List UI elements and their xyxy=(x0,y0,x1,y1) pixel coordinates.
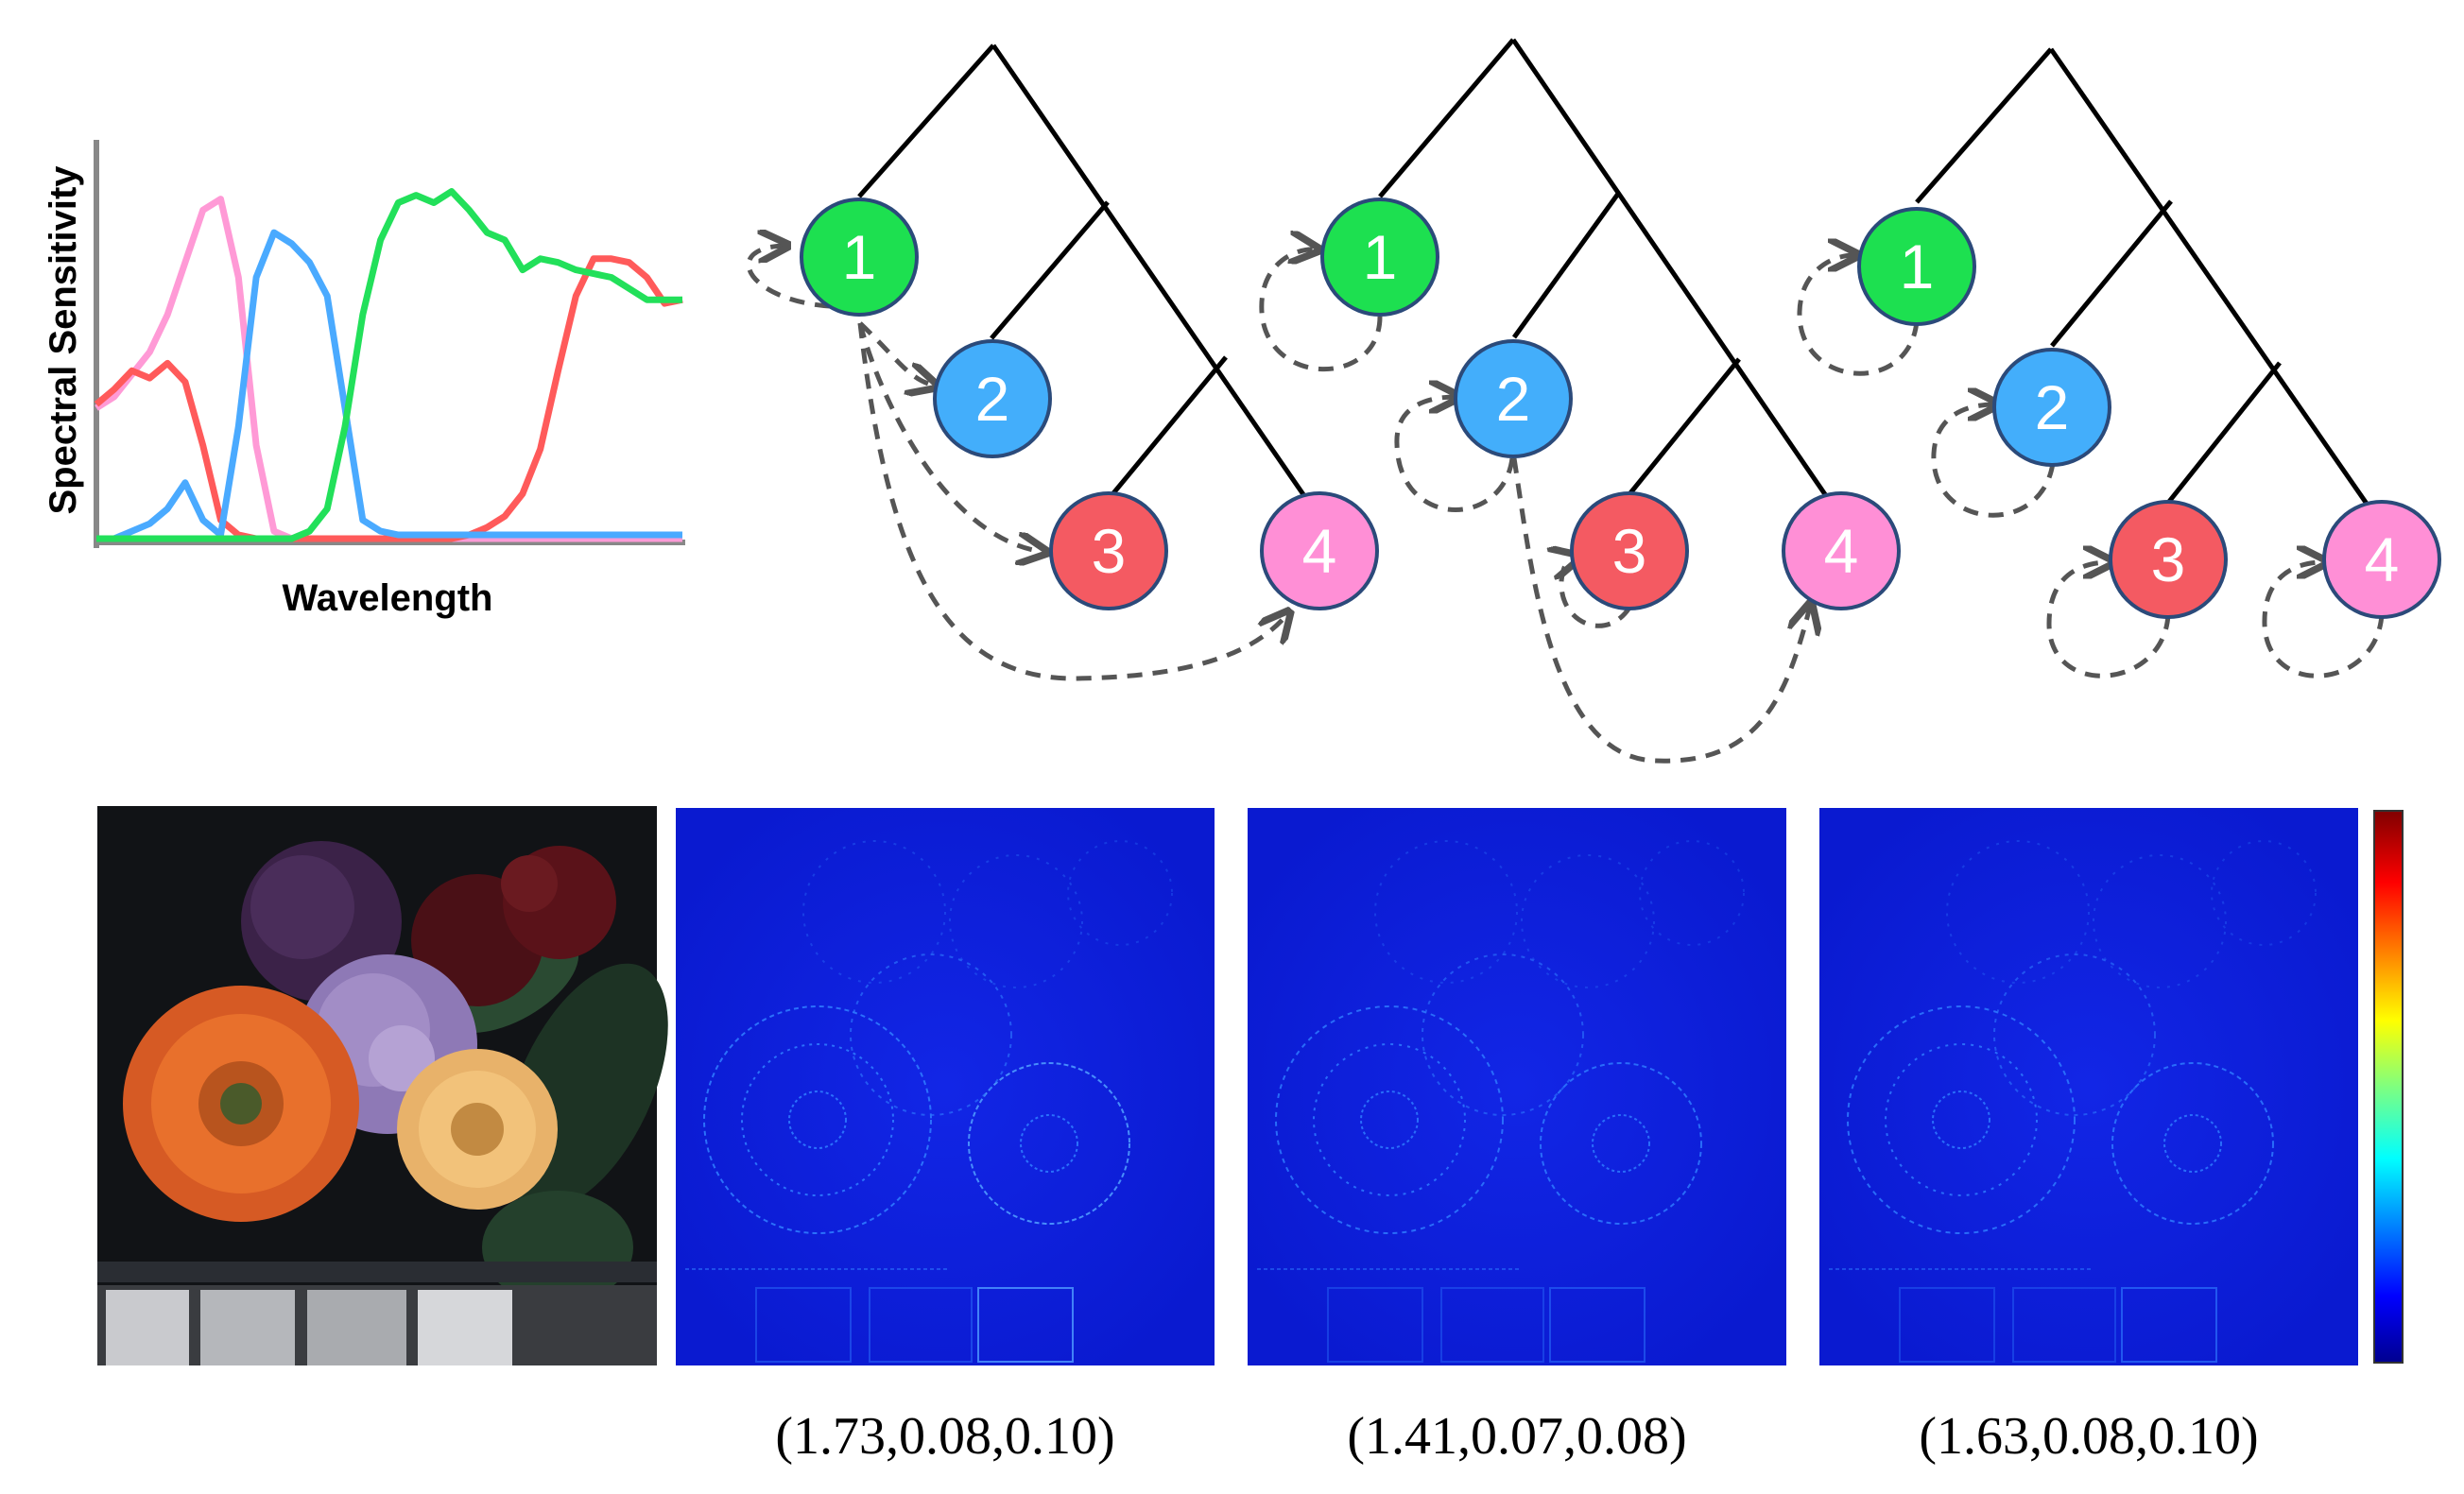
tree-arrows xyxy=(1259,249,1810,764)
error-map-3-caption: (1.63,0.08,0.10) xyxy=(1919,1407,2258,1466)
node-label: 3 xyxy=(1092,516,1127,586)
error-map-3 xyxy=(1819,808,2358,1365)
tree-arrows xyxy=(746,246,1287,681)
sensitivity-curve-2 xyxy=(94,255,683,542)
sensitivity-chart: Wavelength Spectral Sensitivity xyxy=(43,140,685,619)
tree-node-1: 1 xyxy=(800,197,919,317)
node-label: 3 xyxy=(1612,516,1647,586)
node-label: 2 xyxy=(975,364,1010,434)
tree-node-4: 4 xyxy=(1260,491,1379,610)
error-map-1-caption: (1.73,0.08,0.10) xyxy=(775,1407,1114,1466)
tree-node-3: 3 xyxy=(1049,491,1168,610)
tree-1: 1 2 3 4 xyxy=(746,43,1379,681)
node-label: 1 xyxy=(842,222,877,292)
tree-edges xyxy=(1378,38,1844,520)
tree-2: 1 2 3 4 xyxy=(1259,38,1901,764)
orange-gerbera xyxy=(123,986,359,1222)
tree-arrows xyxy=(1797,255,2385,678)
node-label: 1 xyxy=(1900,232,1935,301)
tree-node-3: 3 xyxy=(1570,491,1689,610)
colorbar xyxy=(2373,810,2404,1364)
tree-node-1: 1 xyxy=(1857,207,1976,326)
tree-node-2: 2 xyxy=(933,339,1052,458)
sensitivity-curve-3 xyxy=(96,229,682,542)
node-label: 2 xyxy=(1496,364,1531,434)
tree-node-1: 1 xyxy=(1320,197,1439,317)
node-label: 1 xyxy=(1363,222,1398,292)
error-map-2-caption: (1.41,0.07,0.08) xyxy=(1347,1407,1686,1466)
tree-node-3: 3 xyxy=(2109,500,2228,619)
tree-edges xyxy=(857,43,1322,520)
tree-node-4: 4 xyxy=(2322,500,2441,619)
sensitivity-curve-4 xyxy=(96,188,682,542)
node-label: 2 xyxy=(2035,372,2070,442)
flower-photo xyxy=(97,806,668,1365)
sensitivity-curves xyxy=(94,188,683,542)
node-label: 4 xyxy=(2365,524,2400,594)
node-label: 3 xyxy=(2151,524,2186,594)
error-map-2 xyxy=(1248,808,1786,1365)
x-axis-label: Wavelength xyxy=(283,577,493,619)
node-label: 4 xyxy=(1302,516,1337,586)
error-map-1 xyxy=(676,808,1215,1365)
tree-node-4: 4 xyxy=(1782,491,1901,610)
peach-gerbera xyxy=(397,1049,558,1210)
y-axis-label: Spectral Sensitivity xyxy=(43,165,84,515)
tree-node-2: 2 xyxy=(1454,339,1573,458)
tree-node-2: 2 xyxy=(1992,348,2111,467)
tree-edges xyxy=(1915,47,2385,527)
tree-3: 1 2 3 4 xyxy=(1797,47,2441,678)
node-label: 4 xyxy=(1824,516,1859,586)
